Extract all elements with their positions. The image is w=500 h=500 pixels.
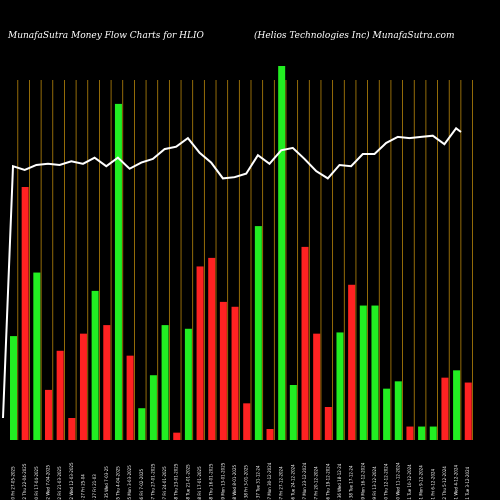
x-tick-label: 38 Fri 17-01-2025 bbox=[197, 466, 202, 500]
money-flow-bar bbox=[173, 432, 181, 440]
x-tick-labels: 20 Fri 27-05-2025 22 Thu 22-04-2025 30 Fri… bbox=[11, 462, 471, 500]
money-flow-bar bbox=[208, 257, 216, 440]
money-flow-bar bbox=[348, 284, 356, 440]
money-flow-bar bbox=[278, 66, 286, 440]
money-flow-bar bbox=[301, 246, 309, 440]
x-tick-label: 6 27 Fri 21-03 bbox=[92, 474, 97, 500]
x-tick-label: 37 Fri 27-12-2024 bbox=[279, 466, 284, 500]
money-flow-bar bbox=[394, 381, 402, 440]
money-flow-bar bbox=[161, 325, 169, 440]
x-tick-label: 42 Thu 5-12-2024 bbox=[442, 466, 447, 500]
x-tick-label: 36 Fri 7-02-2025 bbox=[139, 468, 144, 500]
money-flow-bar bbox=[266, 429, 274, 440]
money-flow-bar bbox=[313, 333, 321, 440]
x-tick-label: 37 Thu 27-01-2025 bbox=[150, 463, 155, 500]
x-tick-label: 41 Tue 3-12-2024 bbox=[465, 466, 470, 500]
x-tick-label: 32 Fri 21-03-2025 bbox=[57, 466, 62, 500]
x-tick-label: 39 Fri 13-12-2024 bbox=[372, 466, 377, 500]
chart-subtitle: (Helios Technologies Inc) MunafaSutra.co… bbox=[254, 30, 455, 41]
money-flow-bar bbox=[56, 350, 64, 440]
x-tick-label: 41 Wed 4-12-2024 bbox=[454, 464, 459, 500]
x-tick-label: 37 Mon 23-12-2024 bbox=[302, 462, 307, 500]
x-tick-label: 37 Mon 30-12-2024 bbox=[267, 462, 272, 500]
x-tick-label: 36 Thu 19-12-2024 bbox=[325, 463, 330, 500]
money-flow-bar bbox=[184, 328, 192, 440]
x-tick-label: 41 Tue 10-12-2024 bbox=[407, 464, 412, 500]
price-line bbox=[2, 126, 462, 419]
x-tick-label: 35 Thu 4-04-2025 bbox=[115, 466, 120, 500]
x-tick-label: 39 Mon 16-12-2024 bbox=[360, 462, 365, 500]
money-flow-bar bbox=[103, 325, 111, 440]
money-flow-bar bbox=[441, 377, 449, 440]
money-flow-bar bbox=[10, 336, 17, 440]
money-flow-bar bbox=[196, 266, 204, 440]
money-flow-bar bbox=[383, 388, 391, 440]
x-tick-label: 38 Thu 16-01-2025 bbox=[209, 463, 214, 500]
price-line-path bbox=[2, 126, 462, 419]
money-flow-bar bbox=[289, 385, 297, 440]
money-flow-bar bbox=[33, 272, 41, 440]
x-tick-label: 20 Fri 27-05-2025 bbox=[11, 466, 16, 500]
x-tick-label: 6 36 Wed 18-12-24 bbox=[337, 463, 342, 500]
money-flow-bar bbox=[359, 305, 367, 440]
x-tick-label: 32 Wed 7-04-2025 bbox=[45, 464, 50, 500]
x-tick-label: 30 Fri 17-04-2025 bbox=[34, 466, 39, 500]
money-flow-bar bbox=[91, 290, 99, 440]
money-flow-bar bbox=[371, 305, 379, 440]
x-tick-label: 35 Mon 3-03-2025 bbox=[127, 465, 132, 500]
x-tick-label: 32 Wed 12-03-2025 bbox=[69, 462, 74, 500]
money-flow-bar bbox=[324, 407, 332, 440]
x-tick-label: 37 Fri 24-01-2025 bbox=[162, 466, 167, 500]
x-tick-label: 6 37 Tue 31-12-24 bbox=[255, 465, 260, 500]
money-flow-bar bbox=[79, 333, 87, 440]
chart-title: MunafaSutra Money Flow Charts for HLIO bbox=[7, 31, 205, 41]
x-tick-label: 6 38 Tue 17-12-24 bbox=[349, 465, 354, 500]
x-tick-label: 38 Thu 23-01-2025 bbox=[174, 463, 179, 500]
money-flow-bar bbox=[21, 187, 29, 440]
x-tick-label: 22 Thu 22-04-2025 bbox=[22, 463, 27, 500]
x-tick-label: 38 Wed 8-01-2025 bbox=[232, 464, 237, 500]
money-flow-bar bbox=[429, 426, 437, 440]
x-tick-label: 41 Fri 6-12-2024 bbox=[430, 468, 435, 500]
x-tick-label: 36 Tue 24-12-2024 bbox=[290, 464, 295, 500]
money-flow-bar bbox=[126, 355, 134, 440]
money-flow-bar bbox=[114, 103, 122, 440]
money-flow-bar bbox=[406, 426, 414, 440]
x-tick-label: 40 Thu 12-12-2024 bbox=[384, 463, 389, 500]
money-flow-bar bbox=[464, 382, 472, 440]
money-flow-bar bbox=[243, 403, 251, 440]
vertical-grid bbox=[17, 80, 473, 440]
x-tick-label: 6 27 Fri 25-04 bbox=[80, 474, 85, 500]
money-flow-bar bbox=[219, 301, 227, 440]
money-flow-bar bbox=[149, 375, 157, 440]
money-flow-bar bbox=[453, 370, 461, 440]
x-tick-label: 38 Tue 21-01-2025 bbox=[185, 464, 190, 500]
x-tick-label: 6 38 Fri 3-01-2025 bbox=[244, 465, 249, 500]
money-flow-bar bbox=[68, 418, 76, 440]
x-tick-label: 41 Mon 9-12-2024 bbox=[419, 465, 424, 500]
money-flow-bar bbox=[336, 332, 344, 440]
money-flow-bar bbox=[254, 226, 262, 440]
money-flow-bar bbox=[44, 389, 52, 440]
x-tick-label: 37 Fri 20-12-2024 bbox=[314, 466, 319, 500]
money-flow-bar bbox=[231, 306, 239, 440]
money-flow-bar bbox=[418, 426, 426, 440]
money-flow-bars bbox=[10, 66, 472, 440]
x-tick-label: 39 Mon 13-01-2025 bbox=[220, 462, 225, 500]
money-flow-bar bbox=[138, 408, 146, 440]
x-tick-label: 40 Wed 11-12-2024 bbox=[395, 462, 400, 500]
x-tick-label: 6 35 Wed 7-03-25 bbox=[104, 466, 109, 500]
